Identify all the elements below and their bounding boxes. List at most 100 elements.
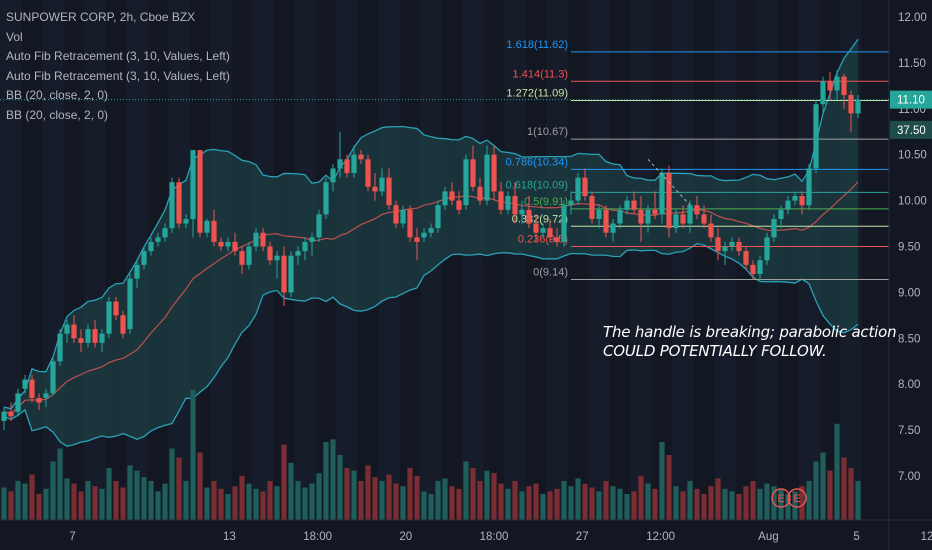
candle-body[interactable]	[281, 255, 287, 293]
candle-body[interactable]	[316, 214, 322, 238]
legend-bb-1[interactable]: BB (20, close, 2, 0)	[6, 88, 109, 102]
candle-body[interactable]	[351, 154, 357, 174]
candle-body[interactable]	[50, 361, 56, 394]
candle-body[interactable]	[260, 232, 266, 247]
candle-body[interactable]	[435, 205, 441, 229]
candle-body[interactable]	[218, 241, 224, 247]
candle-body[interactable]	[288, 255, 294, 293]
candle-body[interactable]	[71, 324, 77, 339]
candle-body[interactable]	[610, 223, 616, 233]
candle-body[interactable]	[99, 333, 105, 343]
candle-body[interactable]	[309, 237, 315, 242]
earnings-marker[interactable]	[771, 488, 791, 508]
candle-body[interactable]	[841, 76, 847, 96]
candle-body[interactable]	[729, 241, 735, 247]
candle-body[interactable]	[162, 228, 168, 238]
legend-bb-2[interactable]: BB (20, close, 2, 0)	[6, 107, 109, 122]
candle-body[interactable]	[848, 95, 854, 114]
candle-body[interactable]	[750, 264, 756, 275]
candle-body[interactable]	[414, 237, 420, 242]
candle-body[interactable]	[57, 333, 63, 362]
candle-body[interactable]	[631, 200, 637, 210]
candle-body[interactable]	[673, 214, 679, 229]
candle-body[interactable]	[344, 159, 350, 174]
candle-body[interactable]	[92, 329, 98, 343]
candle-body[interactable]	[659, 173, 665, 215]
candle-body[interactable]	[379, 177, 385, 192]
candle-body[interactable]	[512, 196, 518, 215]
symbol-title[interactable]: SUNPOWER CORP, 2h, Cboe BZX	[6, 10, 196, 24]
candle-body[interactable]	[323, 182, 329, 215]
candle-body[interactable]	[652, 209, 658, 215]
candle-body[interactable]	[449, 191, 455, 201]
candle-body[interactable]	[155, 237, 161, 242]
candle-body[interactable]	[36, 397, 42, 403]
candle-body[interactable]	[85, 329, 91, 343]
candle-body[interactable]	[113, 301, 119, 316]
candle-body[interactable]	[806, 168, 812, 206]
candle-body[interactable]	[708, 223, 714, 238]
candle-body[interactable]	[120, 315, 126, 334]
candle-body[interactable]	[533, 223, 539, 233]
candle-body[interactable]	[792, 196, 798, 201]
candle-body[interactable]	[148, 241, 154, 252]
candle-body[interactable]	[407, 209, 413, 238]
candle-body[interactable]	[855, 99, 861, 114]
legend-fib-2[interactable]: Auto Fib Retracement (3, 10, Values, Lef…	[6, 68, 230, 83]
legend-volume[interactable]: Vol	[6, 29, 23, 44]
candle-body[interactable]	[43, 393, 49, 398]
candle-body[interactable]	[603, 209, 609, 233]
candle-body[interactable]	[428, 228, 434, 233]
candle-body[interactable]	[274, 255, 280, 261]
candle-body[interactable]	[134, 264, 140, 279]
candle-body[interactable]	[211, 220, 217, 242]
candle-body[interactable]	[330, 168, 336, 183]
candle-body[interactable]	[743, 251, 749, 265]
candle-body[interactable]	[477, 186, 483, 201]
candle-body[interactable]	[722, 246, 728, 252]
candle-body[interactable]	[799, 196, 805, 206]
candle-body[interactable]	[267, 246, 273, 261]
candle-body[interactable]	[757, 260, 763, 275]
candle-body[interactable]	[736, 241, 742, 252]
price-badge[interactable]	[890, 90, 932, 109]
candle-body[interactable]	[645, 209, 651, 224]
candle-body[interactable]	[8, 411, 14, 417]
candle-body[interactable]	[15, 393, 21, 412]
candle-body[interactable]	[456, 200, 462, 210]
candle-body[interactable]	[505, 196, 511, 210]
candle-body[interactable]	[463, 159, 469, 206]
candle-body[interactable]	[778, 209, 784, 219]
candle-body[interactable]	[141, 251, 147, 265]
candle-body[interactable]	[337, 159, 343, 169]
candle-body[interactable]	[386, 177, 392, 206]
candle-body[interactable]	[596, 209, 602, 219]
candle-body[interactable]	[575, 177, 581, 201]
candle-body[interactable]	[540, 228, 546, 233]
candle-body[interactable]	[827, 81, 833, 91]
candle-body[interactable]	[638, 209, 644, 224]
candle-body[interactable]	[820, 81, 826, 105]
candle-body[interactable]	[666, 173, 672, 229]
candle-body[interactable]	[694, 205, 700, 215]
candle-body[interactable]	[785, 200, 791, 210]
candle-body[interactable]	[358, 154, 364, 160]
candle-body[interactable]	[1, 411, 7, 421]
earnings-marker[interactable]	[787, 488, 807, 508]
candle-body[interactable]	[526, 209, 532, 224]
candle-body[interactable]	[834, 76, 840, 91]
candle-body[interactable]	[169, 182, 175, 229]
candle-body[interactable]	[442, 191, 448, 206]
candle-body[interactable]	[197, 150, 203, 233]
candle-body[interactable]	[491, 154, 497, 192]
candle-body[interactable]	[554, 237, 560, 242]
candle-body[interactable]	[302, 241, 308, 252]
candle-body[interactable]	[232, 241, 238, 252]
candle-body[interactable]	[624, 200, 630, 210]
legend-fib-1[interactable]: Auto Fib Retracement (3, 10, Values, Lef…	[6, 49, 230, 63]
candle-body[interactable]	[127, 278, 133, 330]
candle-body[interactable]	[547, 228, 553, 238]
candle-body[interactable]	[204, 220, 210, 233]
price-badge[interactable]	[890, 120, 932, 139]
candle-body[interactable]	[470, 159, 476, 187]
